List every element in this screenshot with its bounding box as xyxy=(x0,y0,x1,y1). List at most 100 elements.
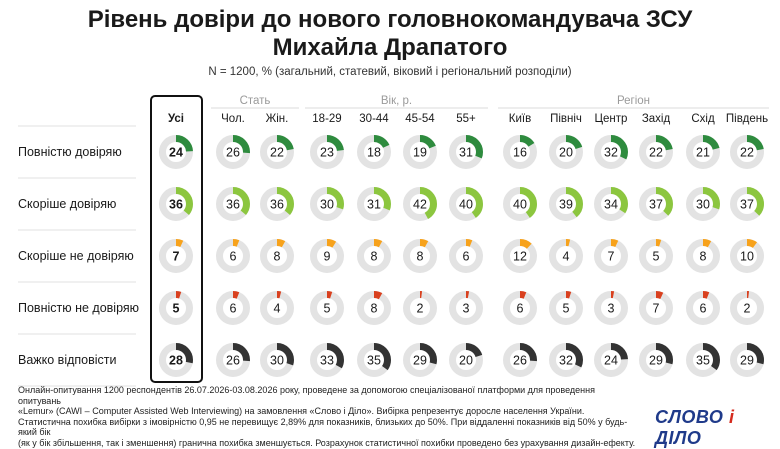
chart-title: Рівень довіри до нового головнокомандува… xyxy=(0,6,780,62)
donut-value-label: 3 xyxy=(608,302,615,316)
donut-arc xyxy=(549,187,583,221)
donut-value-label: 26 xyxy=(226,354,240,368)
donut-value-label: 20 xyxy=(459,354,473,368)
donut-arc xyxy=(159,187,193,221)
donut-arc xyxy=(310,239,344,273)
donut-value-label: 36 xyxy=(270,198,284,212)
donut-value-label: 6 xyxy=(517,302,524,316)
donut-value-label: 6 xyxy=(230,250,237,264)
column-header: Усі xyxy=(168,113,184,125)
donut: 31 xyxy=(449,135,483,169)
column-header: 18-29 xyxy=(312,113,341,125)
donut: 3 xyxy=(449,291,483,325)
donut-value-label: 4 xyxy=(563,250,570,264)
donut-arc xyxy=(594,135,628,169)
donut-arc xyxy=(310,187,344,221)
donut-arc xyxy=(216,135,250,169)
donut-arc xyxy=(357,135,391,169)
donut-value-label: 8 xyxy=(274,250,281,264)
donut: 22 xyxy=(730,135,764,169)
donut-arc xyxy=(216,239,250,273)
donut-value-label: 22 xyxy=(649,146,663,160)
donut: 20 xyxy=(549,135,583,169)
donut-arc xyxy=(730,135,764,169)
total-column-highlight xyxy=(150,95,203,383)
donut: 3 xyxy=(594,291,628,325)
donut-arc xyxy=(503,291,537,325)
donut-arc xyxy=(449,187,483,221)
column-header: Північ xyxy=(550,113,582,125)
donut-arc xyxy=(449,135,483,169)
column-header: Захід xyxy=(642,113,671,125)
donut: 21 xyxy=(686,135,720,169)
donut-arc xyxy=(216,291,250,325)
donut: 10 xyxy=(730,239,764,273)
column-header: 55+ xyxy=(456,113,476,125)
donut: 34 xyxy=(594,187,628,221)
donut-arc xyxy=(639,343,673,377)
donut: 26 xyxy=(216,343,250,377)
donut-value-label: 6 xyxy=(700,302,707,316)
row-label: Скоріше не довіряю xyxy=(18,249,134,263)
donut-arc xyxy=(549,343,583,377)
donut: 37 xyxy=(639,187,673,221)
donut-arc xyxy=(260,239,294,273)
donut-arc xyxy=(260,343,294,377)
donut-value-label: 5 xyxy=(324,302,331,316)
donut: 30 xyxy=(260,343,294,377)
donut-value-label: 5 xyxy=(173,302,180,316)
donut-arc xyxy=(639,187,673,221)
donut-value-label: 4 xyxy=(274,302,281,316)
donut-arc xyxy=(549,239,583,273)
donut-value-label: 31 xyxy=(367,198,381,212)
donut: 7 xyxy=(594,239,628,273)
donut-value-label: 22 xyxy=(740,146,754,160)
donut-value-label: 24 xyxy=(169,146,183,160)
donut-value-label: 36 xyxy=(226,198,240,212)
donut-value-label: 18 xyxy=(367,146,381,160)
donut: 5 xyxy=(159,291,193,325)
donut: 6 xyxy=(216,291,250,325)
donut-value-label: 29 xyxy=(740,354,754,368)
footnote-line: Статистична похибка вибірки з імовірніст… xyxy=(18,416,628,438)
donut-value-label: 22 xyxy=(270,146,284,160)
donut-arc xyxy=(449,343,483,377)
donut-arc xyxy=(310,291,344,325)
donut-arc xyxy=(260,135,294,169)
donut-arc xyxy=(503,239,537,273)
donut-arc xyxy=(594,239,628,273)
donut-value-label: 8 xyxy=(417,250,424,264)
donut: 7 xyxy=(639,291,673,325)
donut-value-label: 42 xyxy=(413,198,427,212)
donut-value-label: 8 xyxy=(371,250,378,264)
donut-value-label: 2 xyxy=(417,302,424,316)
footnote-line: (як у бік збільшення, так і зменшення) г… xyxy=(18,437,636,448)
donut: 20 xyxy=(449,343,483,377)
donut-value-label: 10 xyxy=(740,250,754,264)
donut-value-label: 3 xyxy=(463,302,470,316)
donut-value-label: 30 xyxy=(270,354,284,368)
donut-arc xyxy=(594,291,628,325)
donut-arc xyxy=(403,187,437,221)
donut: 5 xyxy=(549,291,583,325)
donut: 9 xyxy=(310,239,344,273)
donut: 24 xyxy=(594,343,628,377)
donut: 28 xyxy=(159,343,193,377)
donut-value-label: 37 xyxy=(649,198,663,212)
donut: 36 xyxy=(216,187,250,221)
row-label: Важко відповісти xyxy=(18,353,117,367)
donut: 6 xyxy=(686,291,720,325)
donut-arc xyxy=(403,291,437,325)
donut-arc xyxy=(159,239,193,273)
column-header: Київ xyxy=(509,113,531,125)
donut-arc xyxy=(639,291,673,325)
donut: 30 xyxy=(310,187,344,221)
donut-arc xyxy=(730,239,764,273)
donut-arc xyxy=(549,291,583,325)
donut: 29 xyxy=(730,343,764,377)
donut-value-label: 35 xyxy=(696,354,710,368)
donut-arc xyxy=(357,239,391,273)
donut: 5 xyxy=(310,291,344,325)
donut-arc xyxy=(310,135,344,169)
donut-value-label: 16 xyxy=(513,146,527,160)
